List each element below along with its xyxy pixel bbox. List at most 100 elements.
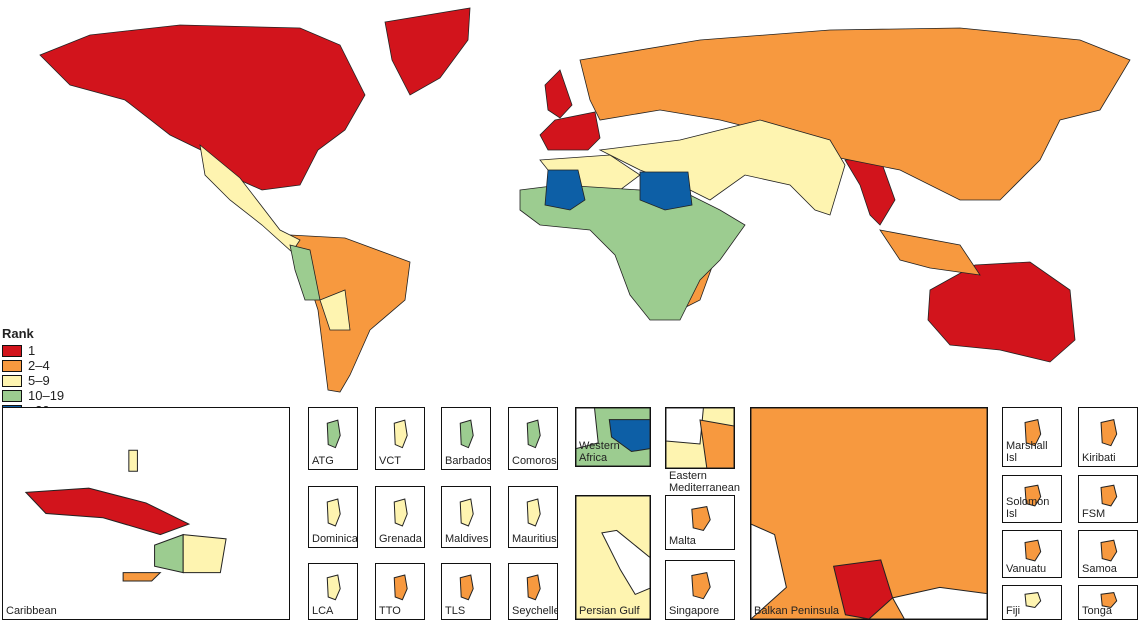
inset-label: Comoros (512, 455, 557, 467)
inset-western-africa: Western Africa (575, 407, 651, 467)
country-shape (129, 450, 138, 471)
country-shape (539, 111, 601, 151)
country-shape (155, 535, 184, 573)
country-shape (1025, 485, 1041, 506)
country-shape (544, 69, 573, 119)
country-shape (527, 420, 540, 447)
inset-label: Barbados (445, 455, 491, 467)
inset-solomon-isl: Solomon Isl (1002, 475, 1062, 523)
inset-tls: TLS (441, 563, 491, 620)
inset-label: Eastern Mediterranean (669, 470, 740, 494)
country-shape (527, 499, 540, 526)
inset-label: TTO (379, 605, 401, 617)
inset-seychelles: Seychelles (508, 563, 558, 620)
legend-swatch (2, 359, 22, 372)
inset-label: LCA (312, 605, 334, 617)
inset-comoros: Comoros (508, 407, 558, 470)
inset-label: Grenada (379, 533, 422, 545)
legend-swatch (2, 344, 22, 357)
country-shape (1025, 540, 1041, 561)
inset-fsm: FSM (1078, 475, 1138, 523)
inset-label: Malta (669, 535, 696, 547)
inset-label: Vanuatu (1006, 563, 1047, 575)
inset-label: Fiji (1006, 605, 1021, 617)
inset-label: Dominica (312, 533, 358, 545)
inset-label: Tonga (1082, 605, 1112, 617)
inset-label: Caribbean (6, 605, 57, 617)
country-shape (844, 157, 896, 226)
country-shape (460, 420, 473, 447)
country-shape (751, 408, 987, 619)
inset-kiribati: Kiribati (1078, 407, 1138, 467)
country-shape (394, 575, 407, 600)
inset-barbados: Barbados (441, 407, 491, 470)
country-shape (123, 573, 160, 581)
country-shape (609, 420, 650, 452)
inset-fiji: Fiji (1002, 585, 1062, 620)
region-middle-east-and-south-asia (199, 119, 846, 331)
legend-swatch (2, 389, 22, 402)
country-shape (327, 575, 340, 600)
inset-label: ATG (312, 455, 334, 467)
country-shape (834, 560, 893, 619)
legend-item: 10–19 (2, 388, 64, 403)
country-shape (692, 573, 710, 599)
country-shape (319, 289, 351, 331)
inset-eastern-mediterranean: Eastern Mediterranean (665, 407, 740, 494)
inset-dominica: Dominica (308, 486, 358, 548)
inset-samoa: Samoa (1078, 530, 1138, 578)
legend-label: 1 (28, 343, 36, 358)
country-shape (751, 524, 786, 619)
country-shape (327, 420, 340, 447)
region-australia (927, 261, 1076, 363)
legend-label: 10–19 (28, 388, 65, 403)
inset-label: Balkan Peninsula (754, 605, 840, 617)
inset-label: VCT (379, 455, 401, 467)
legend-item: 1 (2, 343, 64, 358)
inset-label: Western Africa (579, 440, 620, 464)
country-shape (394, 420, 407, 447)
region-north-america (39, 24, 366, 191)
country-shape (692, 507, 710, 531)
country-shape (927, 261, 1076, 363)
world-map (39, 7, 1131, 393)
inset-label: Kiribati (1082, 452, 1116, 464)
legend-item: 5–9 (2, 373, 64, 388)
legend: Rank 12–45–910–19≥20 (2, 326, 64, 418)
region-greenland (384, 7, 471, 96)
inset-marshall-isl: Marshall Isl (1002, 407, 1062, 467)
legend-item: 2–4 (2, 358, 64, 373)
country-shape (700, 420, 734, 468)
country-shape (602, 530, 650, 594)
inset-tonga: Tonga (1078, 585, 1138, 620)
inset-label: Marshall Isl (1006, 440, 1048, 464)
inset-label: Maldives (445, 533, 489, 545)
country-shape (893, 587, 987, 619)
country-shape (460, 575, 473, 600)
country-shape (384, 7, 471, 96)
country-shape (544, 169, 586, 211)
legend-label: 2–4 (28, 358, 50, 373)
inset-label: Samoa (1082, 563, 1117, 575)
country-shape (394, 499, 407, 526)
inset-balkan-peninsula: Balkan Peninsula (750, 407, 988, 620)
country-shape (327, 499, 340, 526)
country-shape (579, 27, 1131, 201)
country-shape (26, 488, 189, 534)
inset-atg: ATG (308, 407, 358, 470)
inset-caribbean: Caribbean (2, 407, 290, 620)
inset-maldives: Maldives (441, 486, 491, 548)
country-shape (1101, 485, 1117, 506)
country-shape (39, 24, 366, 191)
region-sudan-and-mali (544, 169, 693, 211)
inset-label: Persian Gulf (579, 605, 640, 617)
inset-singapore: Singapore (665, 560, 735, 620)
inset-persian-gulf: Persian Gulf (575, 495, 651, 620)
inset-vct: VCT (375, 407, 425, 470)
country-shape (639, 171, 693, 211)
region-western-europe (539, 69, 601, 151)
country-shape (879, 229, 981, 276)
inset-label: Mauritius (512, 533, 557, 545)
inset-label: Singapore (669, 605, 720, 617)
